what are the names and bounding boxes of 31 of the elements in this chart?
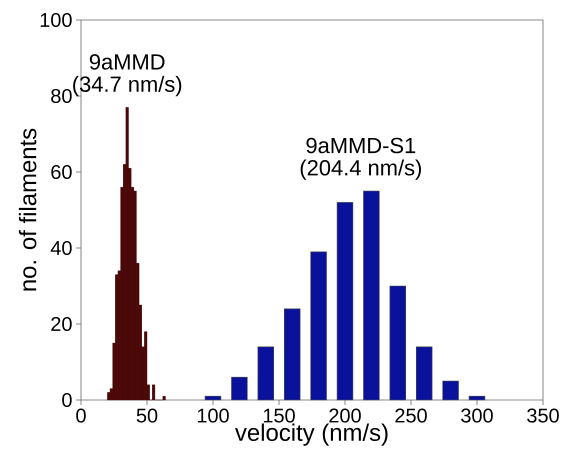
- annotation: (204.4 nm/s): [300, 159, 421, 180]
- bar: [390, 286, 406, 400]
- x-tick-label: 350: [527, 408, 559, 423]
- y-tick-label: 100: [40, 12, 72, 28]
- x-tick-label: 300: [461, 408, 493, 423]
- x-tick-label: 0: [76, 408, 86, 423]
- bar: [310, 251, 327, 400]
- annotation: 9aMMD: [90, 54, 165, 70]
- bar: [442, 380, 459, 400]
- y-tick-label: 0: [62, 392, 72, 408]
- y-tick-label: 40: [50, 240, 72, 256]
- y-axis-title: no. of filaments: [18, 128, 36, 291]
- annotation: 9aMMD-S1: [306, 138, 416, 154]
- y-tick-label: 20: [51, 316, 72, 332]
- bar: [204, 396, 222, 400]
- x-tick-label: 200: [329, 408, 361, 423]
- x-tick-label: 50: [136, 408, 158, 423]
- x-axis-title: velocity (nm/s): [235, 423, 388, 446]
- bar: [284, 308, 300, 400]
- bar: [231, 376, 248, 400]
- bar: [258, 346, 274, 400]
- bar: [416, 346, 432, 400]
- annotation: (34.7 nm/s): [73, 76, 182, 96]
- bar: [336, 202, 354, 400]
- x-tick-label: 150: [264, 408, 295, 423]
- y-tick-label: 60: [51, 164, 72, 180]
- bar: [363, 190, 380, 400]
- x-tick-label: 250: [395, 408, 427, 423]
- bar: [468, 396, 486, 400]
- x-tick-label: 100: [198, 408, 229, 423]
- y-tick-label: 80: [51, 88, 72, 104]
